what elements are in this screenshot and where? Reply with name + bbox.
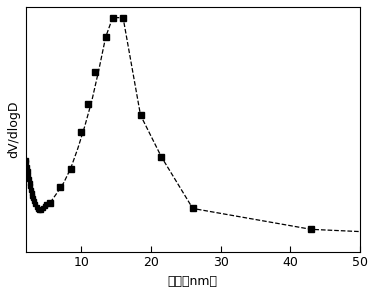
X-axis label: 孔径（nm）: 孔径（nm）	[168, 275, 218, 288]
Y-axis label: dV/dlogD: dV/dlogD	[7, 101, 20, 158]
